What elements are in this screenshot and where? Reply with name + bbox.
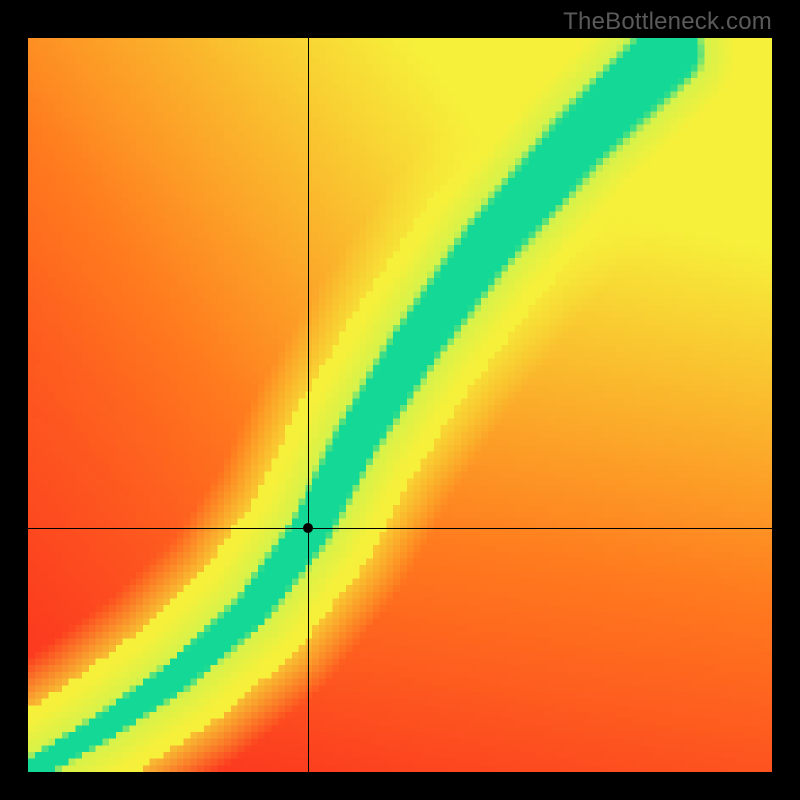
outer-frame: TheBottleneck.com <box>0 0 800 800</box>
heatmap-plot <box>28 38 772 772</box>
watermark-text: TheBottleneck.com <box>563 8 772 36</box>
heatmap-canvas <box>28 38 772 772</box>
